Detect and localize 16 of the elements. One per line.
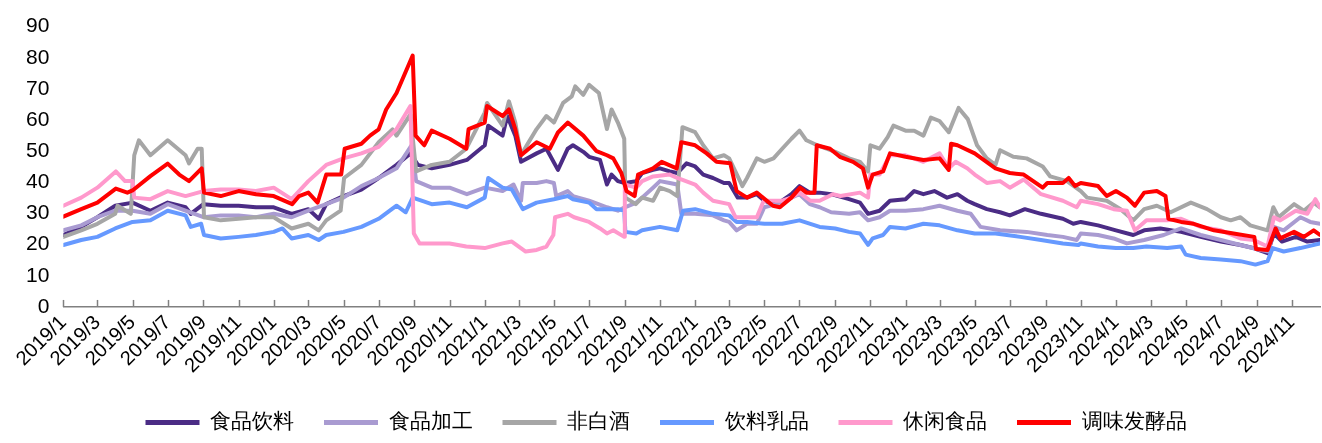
y-tick-label: 50	[26, 138, 50, 161]
y-tick-label: 90	[26, 13, 50, 37]
legend-label: 饮料乳品	[723, 409, 809, 433]
legend-label: 食品饮料	[210, 409, 294, 433]
y-tick-label: 30	[26, 200, 50, 224]
y-tick-label: 70	[26, 75, 50, 99]
y-tick-label: 20	[26, 231, 50, 255]
legend-label: 非白酒	[567, 409, 630, 433]
y-tick-label: 60	[26, 106, 50, 130]
y-tick-label: 80	[26, 44, 50, 68]
legend-label: 食品加工	[388, 409, 473, 433]
y-tick-label: 40	[26, 169, 50, 193]
legend-label: 调味发酵品	[1081, 409, 1187, 433]
y-tick-label: 0	[37, 293, 50, 317]
y-tick-label: 10	[26, 262, 50, 286]
legend-label: 休闲食品	[903, 409, 987, 433]
